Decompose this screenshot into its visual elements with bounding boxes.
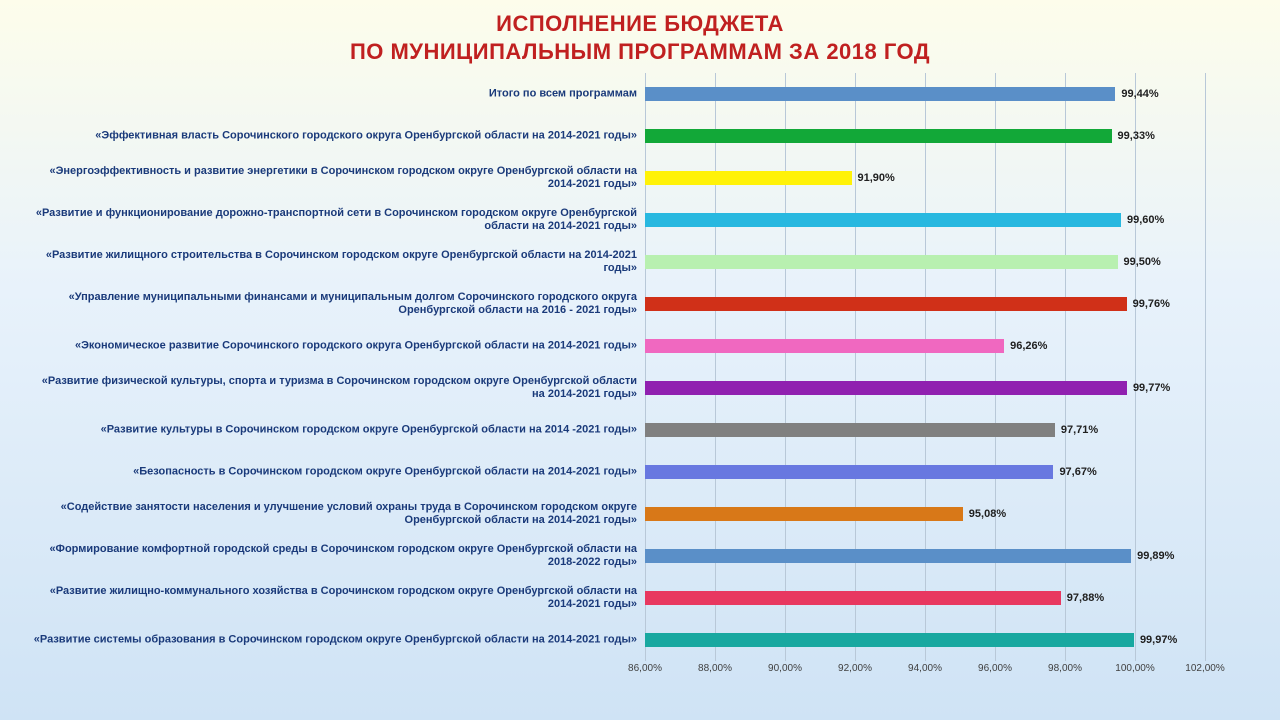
bar-label: «Содействие занятости населения и улучше… (27, 501, 637, 527)
chart-row: Итого по всем программам (25, 73, 645, 115)
bar (645, 87, 1115, 101)
gridline (645, 73, 646, 661)
chart-row: «Развитие жилищного строительства в Соро… (25, 241, 645, 283)
chart-row: «Развитие физической культуры, спорта и … (25, 367, 645, 409)
gridline (1135, 73, 1136, 661)
bar-value-label: 96,26% (1010, 340, 1047, 352)
page: ИСПОЛНЕНИЕ БЮДЖЕТА ПО МУНИЦИПАЛЬНЫМ ПРОГ… (0, 0, 1280, 720)
chart-row: «Развитие системы образования в Сорочинс… (25, 619, 645, 661)
chart-row: «Эффективная власть Сорочинского городск… (25, 115, 645, 157)
bar-label: «Развитие системы образования в Сорочинс… (27, 633, 637, 646)
bar (645, 171, 852, 185)
bar-label: «Развитие культуры в Сорочинском городск… (27, 423, 637, 436)
chart-row: «Управление муниципальными финансами и м… (25, 283, 645, 325)
chart-row: «Развитие и функционирование дорожно-тра… (25, 199, 645, 241)
bar-label: «Развитие физической культуры, спорта и … (27, 375, 637, 401)
gridline (1065, 73, 1066, 661)
bar-value-label: 95,08% (969, 508, 1006, 520)
bar-label: Итого по всем программам (27, 87, 637, 100)
gridline (995, 73, 996, 661)
bar-value-label: 99,97% (1140, 634, 1177, 646)
bar-value-label: 91,90% (858, 172, 895, 184)
chart-row: «Развитие жилищно-коммунального хозяйств… (25, 577, 645, 619)
bar (645, 591, 1061, 605)
bar-value-label: 99,76% (1133, 298, 1170, 310)
chart-title: ИСПОЛНЕНИЕ БЮДЖЕТА ПО МУНИЦИПАЛЬНЫМ ПРОГ… (0, 10, 1280, 65)
chart-row: «Развитие культуры в Сорочинском городск… (25, 409, 645, 451)
bar (645, 549, 1131, 563)
plot-area: 86,00%88,00%90,00%92,00%94,00%96,00%98,0… (645, 73, 1205, 683)
bar-chart: Итого по всем программам «Эффективная вла… (25, 73, 1255, 713)
bar-value-label: 99,77% (1133, 382, 1170, 394)
gridline (855, 73, 856, 661)
bar-value-label: 99,60% (1127, 214, 1164, 226)
bar-label: «Развитие жилищно-коммунального хозяйств… (27, 585, 637, 611)
title-line-1: ИСПОЛНЕНИЕ БЮДЖЕТА (0, 10, 1280, 38)
x-axis-tick-label: 102,00% (1185, 663, 1224, 679)
bar-label: «Энергоэффективность и развитие энергети… (27, 165, 637, 191)
chart-row: «Энергоэффективность и развитие энергети… (25, 157, 645, 199)
bar (645, 255, 1118, 269)
gridline (1205, 73, 1206, 661)
gridline (785, 73, 786, 661)
bar (645, 633, 1134, 647)
bar (645, 213, 1121, 227)
bar-label: «Эффективная власть Сорочинского городск… (27, 129, 637, 142)
chart-row: «Содействие занятости населения и улучше… (25, 493, 645, 535)
bar-label: «Управление муниципальными финансами и м… (27, 291, 637, 317)
bar-label: «Развитие и функционирование дорожно-тра… (27, 207, 637, 233)
x-axis-tick-label: 100,00% (1115, 663, 1154, 679)
bar (645, 297, 1127, 311)
gridline (715, 73, 716, 661)
bar-label: «Экономическое развитие Сорочинского гор… (27, 339, 637, 352)
x-axis-tick-label: 88,00% (698, 663, 732, 679)
x-axis-tick-label: 98,00% (1048, 663, 1082, 679)
bar-value-label: 97,88% (1067, 592, 1104, 604)
bar-value-label: 97,71% (1061, 424, 1098, 436)
bar (645, 381, 1127, 395)
chart-row: «Экономическое развитие Сорочинского гор… (25, 325, 645, 367)
gridline (925, 73, 926, 661)
chart-row: «Формирование комфортной городской среды… (25, 535, 645, 577)
x-axis-tick-label: 96,00% (978, 663, 1012, 679)
bar-label: «Развитие жилищного строительства в Соро… (27, 249, 637, 275)
bar (645, 507, 963, 521)
x-axis-tick-label: 92,00% (838, 663, 872, 679)
bar (645, 339, 1004, 353)
bar (645, 129, 1112, 143)
bar (645, 465, 1053, 479)
bar-value-label: 99,50% (1124, 256, 1161, 268)
bar-value-label: 99,89% (1137, 550, 1174, 562)
bar-label: «Формирование комфортной городской среды… (27, 543, 637, 569)
bar-label: «Безопасность в Сорочинском городском ок… (27, 465, 637, 478)
bar-value-label: 99,33% (1118, 130, 1155, 142)
bar-value-label: 99,44% (1121, 88, 1158, 100)
chart-row: «Безопасность в Сорочинском городском ок… (25, 451, 645, 493)
bar-value-label: 97,67% (1059, 466, 1096, 478)
title-line-2: ПО МУНИЦИПАЛЬНЫМ ПРОГРАММАМ ЗА 2018 ГОД (0, 38, 1280, 66)
x-axis-tick-label: 94,00% (908, 663, 942, 679)
x-axis-tick-label: 86,00% (628, 663, 662, 679)
x-axis-tick-label: 90,00% (768, 663, 802, 679)
bar (645, 423, 1055, 437)
